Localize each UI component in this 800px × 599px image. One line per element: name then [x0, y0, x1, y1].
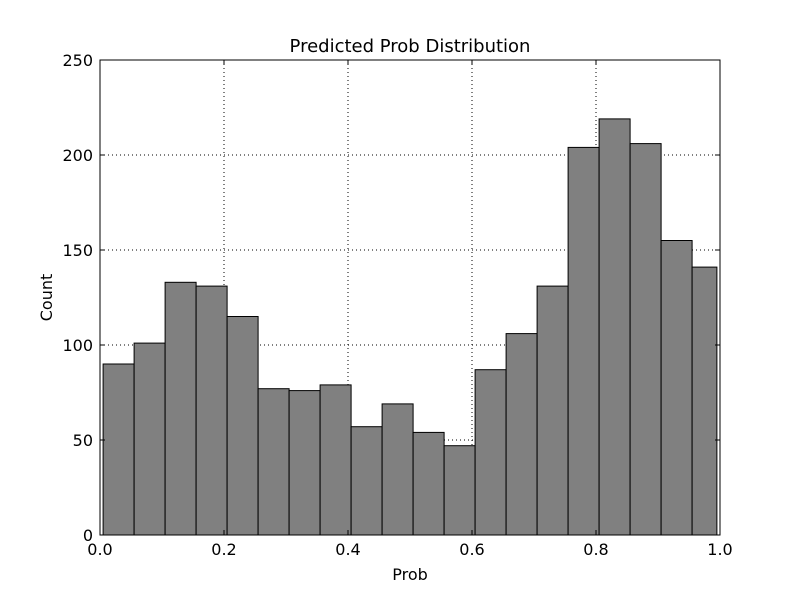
x-tick-label: 0.8: [583, 540, 608, 559]
y-tick-label: 200: [62, 146, 93, 165]
x-tick-label: 0.6: [459, 540, 484, 559]
histogram-bar: [598, 118, 631, 536]
histogram-bar: [102, 363, 135, 536]
histogram-bar: [474, 369, 507, 536]
histogram-bar: [567, 146, 600, 536]
histogram-bar: [164, 281, 197, 536]
histogram-bar: [691, 266, 718, 536]
histogram-bar: [536, 285, 569, 536]
x-axis-label: Prob: [392, 565, 428, 584]
histogram-bar: [629, 143, 662, 536]
chart-title: Predicted Prob Distribution: [290, 36, 531, 57]
histogram-bar: [133, 342, 166, 536]
ticks-layer: 0.0 0.2 0.4 0.6 0.8 1.0 0 50 100 150 200 250: [62, 51, 732, 559]
x-tick-label: 0.2: [211, 540, 236, 559]
histogram-bar: [443, 445, 476, 536]
histogram-bar: [288, 390, 321, 536]
y-tick-label: 250: [62, 51, 93, 70]
x-tick-label: 0.0: [87, 540, 112, 559]
histogram-bar: [226, 316, 259, 536]
y-axis-label: Count: [37, 274, 56, 322]
y-tick-label: 150: [62, 241, 93, 260]
histogram-bar: [350, 426, 383, 536]
y-tick-label: 100: [62, 336, 93, 355]
histogram-bar: [381, 403, 414, 536]
histogram-bar: [505, 333, 538, 536]
y-tick-label: 0: [83, 526, 93, 545]
x-tick-label: 1.0: [707, 540, 732, 559]
histogram-bar: [257, 388, 290, 536]
bars-layer: [102, 118, 718, 536]
histogram-bar: [412, 431, 445, 536]
histogram-bar: [660, 240, 693, 536]
y-tick-label: 50: [73, 431, 93, 450]
x-tick-label: 0.4: [335, 540, 360, 559]
histogram-bar: [319, 384, 352, 536]
plot-frame: [99, 59, 721, 536]
histogram-bar: [195, 285, 228, 536]
